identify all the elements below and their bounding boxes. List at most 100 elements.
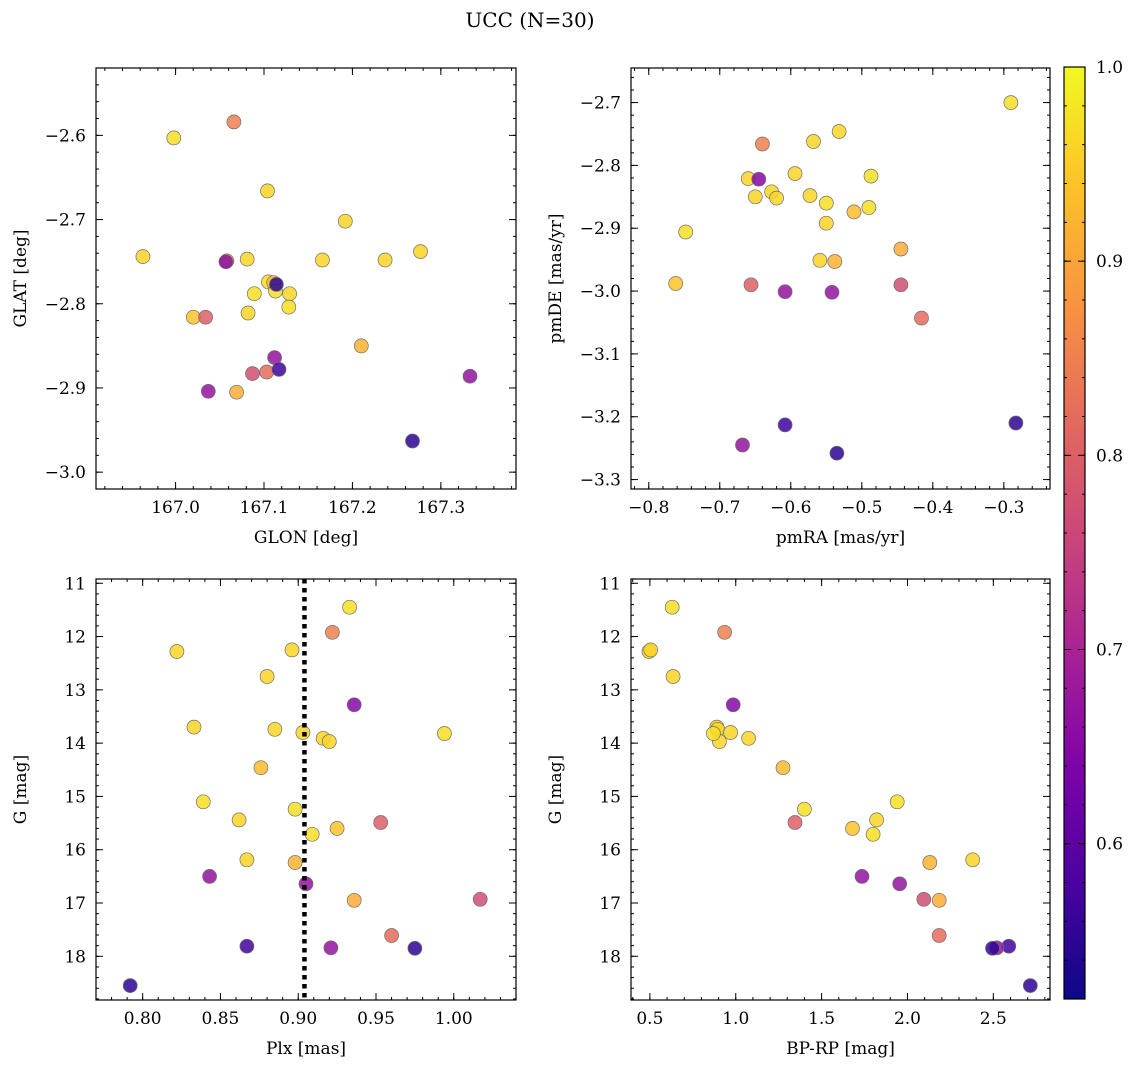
scatter-point [735, 437, 750, 453]
scatter-point [405, 433, 420, 449]
colorbar-tick-label: 0.8 [1096, 446, 1123, 466]
scatter-point [195, 794, 211, 810]
x-axis-label: GLON [deg] [254, 528, 358, 548]
scatter-point [664, 599, 680, 615]
scatter-point [304, 826, 320, 842]
y-tick-label: −2.9 [45, 379, 86, 399]
y-axis-label: pmDE [mas/yr] [546, 213, 566, 343]
scatter-point [321, 734, 337, 749]
scatter-point [827, 254, 843, 269]
scatter-point [725, 697, 741, 713]
x-tick-label: 167.3 [417, 498, 466, 518]
x-tick-label: 0.95 [357, 1009, 395, 1029]
scatter-point [777, 417, 793, 433]
y-tick-label: 13 [599, 681, 621, 701]
scatter-point [202, 869, 217, 884]
x-tick-label: 0.5 [636, 1009, 663, 1029]
scatter-point [353, 338, 369, 354]
panel-position: 167.0 167.1 167.2 167.3 −3.0 −2.9 −2.8 −2.7 −2.6… [11, 67, 517, 548]
x-tick-label: 167.1 [240, 498, 289, 518]
scatter-point [812, 252, 828, 268]
plot-frame [95, 578, 517, 1001]
colorbar-tick-label: 0.7 [1096, 641, 1123, 661]
scatter-point [865, 826, 881, 842]
colorbar-tick-label: 0.6 [1096, 835, 1123, 855]
panel-cmd: 0.5 1.0 1.5 2.0 2.5 11 12 13 14 15 16 17 18 BP-RP [ma… [546, 574, 1051, 1059]
data-points [641, 599, 1038, 993]
scatter-point [802, 188, 818, 203]
scatter-point [706, 726, 721, 741]
y-tick-label: 17 [64, 894, 86, 914]
scatter-point [407, 940, 423, 956]
scatter-point [287, 801, 303, 817]
plot-frame [95, 67, 517, 490]
scatter-point [892, 876, 908, 892]
colorbar-gradient [1064, 67, 1085, 999]
scatter-point [346, 697, 362, 713]
x-tick-label: 0.90 [279, 1009, 317, 1029]
colorbar-tick-label: 1.0 [1096, 58, 1123, 78]
scatter-point [861, 200, 877, 215]
scatter-point [462, 368, 478, 384]
scatter-point [931, 928, 947, 943]
y-tick-label: 14 [599, 734, 621, 754]
x-tick-label: 2.5 [980, 1009, 1007, 1029]
scatter-point [229, 384, 244, 400]
scatter-point [818, 215, 834, 231]
scatter-point [260, 183, 275, 199]
scatter-point [186, 719, 202, 735]
scatter-point [231, 812, 247, 828]
scatter-point [325, 624, 340, 640]
scatter-point [323, 940, 339, 956]
x-tick-label: 167.2 [328, 498, 377, 518]
scatter-point [893, 277, 909, 293]
x-tick-label: 1.0 [722, 1009, 749, 1029]
y-tick-label: 16 [599, 841, 621, 861]
scatter-point [916, 891, 932, 907]
scatter-point [965, 852, 981, 868]
scatter-point [893, 241, 909, 257]
y-tick-label: −3.0 [580, 282, 621, 302]
y-tick-label: −2.6 [45, 126, 86, 146]
scatter-point [831, 124, 847, 139]
scatter-point [845, 821, 860, 836]
x-axis-label: BP-RP [mag] [786, 1039, 895, 1059]
y-tick-label: 18 [599, 947, 621, 967]
scatter-point [240, 305, 256, 321]
scatter-point [824, 284, 840, 300]
panel-proper-motion: −0.8 −0.7 −0.6 −0.5 −0.4 −0.3 −3.3 −3.2 −3.1 −3.0… [546, 67, 1051, 548]
x-tick-label: −0.5 [841, 498, 882, 518]
scatter-point [282, 286, 297, 302]
scatter-point [437, 726, 452, 741]
scatter-point [259, 669, 275, 684]
scatter-point [1003, 95, 1019, 110]
scatter-point [985, 940, 1000, 956]
scatter-point [253, 760, 269, 776]
scatter-point [1022, 978, 1038, 993]
scatter-point [743, 277, 759, 293]
y-axis-label: GLAT [deg] [11, 229, 31, 327]
scatter-point [678, 224, 694, 240]
data-points [122, 599, 488, 993]
x-axis-label: Plx [mas] [266, 1039, 346, 1059]
data-points [135, 114, 478, 449]
scatter-point [200, 383, 216, 399]
y-tick-label: −2.9 [580, 219, 621, 239]
scatter-point [135, 249, 151, 264]
scatter-point [271, 362, 287, 377]
scatter-point [775, 760, 791, 776]
scatter-point [185, 309, 201, 325]
scatter-point [329, 821, 345, 836]
x-axis-label: pmRA [mas/yr] [776, 528, 905, 548]
y-tick-label: 15 [64, 787, 86, 807]
colorbar: 0.6 0.7 0.8 0.9 1.0 [1063, 58, 1123, 1000]
y-tick-label: 16 [64, 841, 86, 861]
scatter-point [346, 892, 362, 908]
y-tick-label: −3.3 [580, 471, 621, 491]
x-tick-label: −0.3 [983, 498, 1024, 518]
scatter-point [342, 599, 357, 615]
figure-title: UCC (N=30) [465, 8, 594, 32]
panel-parallax: 0.80 0.85 0.90 0.95 1.00 11 12 13 14 15 16 17 18 Plx … [11, 574, 517, 1059]
x-tick-label: 167.0 [151, 498, 200, 518]
scatter-point [829, 445, 845, 461]
